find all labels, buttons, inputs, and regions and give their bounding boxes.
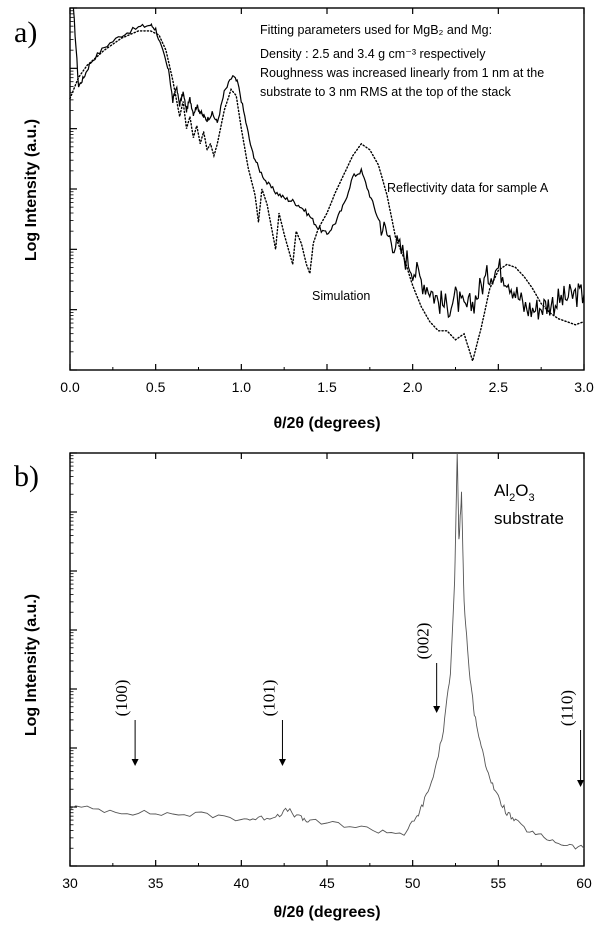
panel-a-label: a) (14, 16, 37, 49)
peak-label: (101) (259, 680, 278, 717)
panel-b-series (69, 452, 585, 850)
annotation-line-roughness-1: Roughness was increased linearly from 1 … (260, 66, 544, 80)
panel-a-x-tick-label: 2.0 (403, 379, 423, 395)
panel-a-x-tick-label: 1.0 (232, 379, 252, 395)
peak-label: (002) (414, 623, 433, 660)
panel-b-y-axis-title: Log Intensity (a.u.) (23, 594, 40, 736)
panel-a: a) Log Intensity (a.u.) 0.0 0.5 1.0 1.5 2.0 2… (14, 7, 594, 432)
annotation-line-density: Density : 2.5 and 3.4 g cm⁻³ respectivel… (260, 47, 486, 61)
panel-b-x-tick-label: 35 (148, 875, 164, 891)
panel-a-x-tick-label: 3.0 (574, 379, 594, 395)
peak-label: (100) (112, 680, 131, 717)
panel-b-x-tick-label: 40 (234, 875, 250, 891)
panel-b-x-tick-label: 50 (405, 875, 421, 891)
panel-a-y-ticks (70, 7, 77, 371)
panel-b-x-tick-label: 30 (62, 875, 78, 891)
substrate-label-line2: substrate (494, 509, 564, 528)
peak-arrow-head (278, 759, 286, 766)
annotation-line-roughness-2: substrate to 3 nm RMS at the top of the … (260, 85, 512, 99)
substrate-label: Al2O3 (494, 481, 535, 504)
panel-a-y-axis-title: Log Intensity (a.u.) (23, 119, 40, 261)
panel-b-y-ticks (70, 452, 77, 867)
series-label-reflectivity: Reflectivity data for sample A (387, 181, 549, 195)
panel-a-x-ticks: 0.0 0.5 1.0 1.5 2.0 2.5 3.0 (60, 8, 594, 395)
panel-b-x-axis-title: θ/2θ (degrees) (273, 904, 380, 921)
peak-arrow-head (131, 759, 139, 766)
panel-a-x-axis-title: θ/2θ (degrees) (273, 415, 380, 432)
panel-b-label: b) (14, 460, 39, 493)
panel-a-series-simulation (69, 30, 585, 364)
panel-a-x-tick-label: 1.5 (317, 379, 337, 395)
panel-a-x-tick-label: 2.5 (489, 379, 509, 395)
annotation-title: Fitting parameters used for MgB₂ and Mg: (260, 23, 492, 37)
panel-b: b) Log Intensity (a.u.) 30 35 40 45 50 55 60 (… (14, 452, 592, 921)
panel-b-series-data (69, 452, 585, 850)
panel-b-x-tick-label: 45 (319, 875, 335, 891)
series-label-simulation: Simulation (312, 289, 370, 303)
panel-b-x-tick-label: 60 (576, 875, 592, 891)
peak-arrow-head (577, 780, 585, 787)
panel-a-x-tick-label: 0.0 (60, 379, 80, 395)
panel-a-x-tick-label: 0.5 (146, 379, 166, 395)
panel-a-series-data (72, 7, 585, 320)
panel-b-x-tick-label: 55 (491, 875, 507, 891)
panel-b-x-ticks: 30 35 40 45 50 55 60 (62, 453, 592, 891)
peak-arrow-head (433, 706, 441, 713)
peak-label: (110) (558, 690, 577, 726)
panel-a-series (69, 7, 585, 364)
panel-b-peak-markers: (100) (101) (002) (110) (112, 623, 585, 787)
